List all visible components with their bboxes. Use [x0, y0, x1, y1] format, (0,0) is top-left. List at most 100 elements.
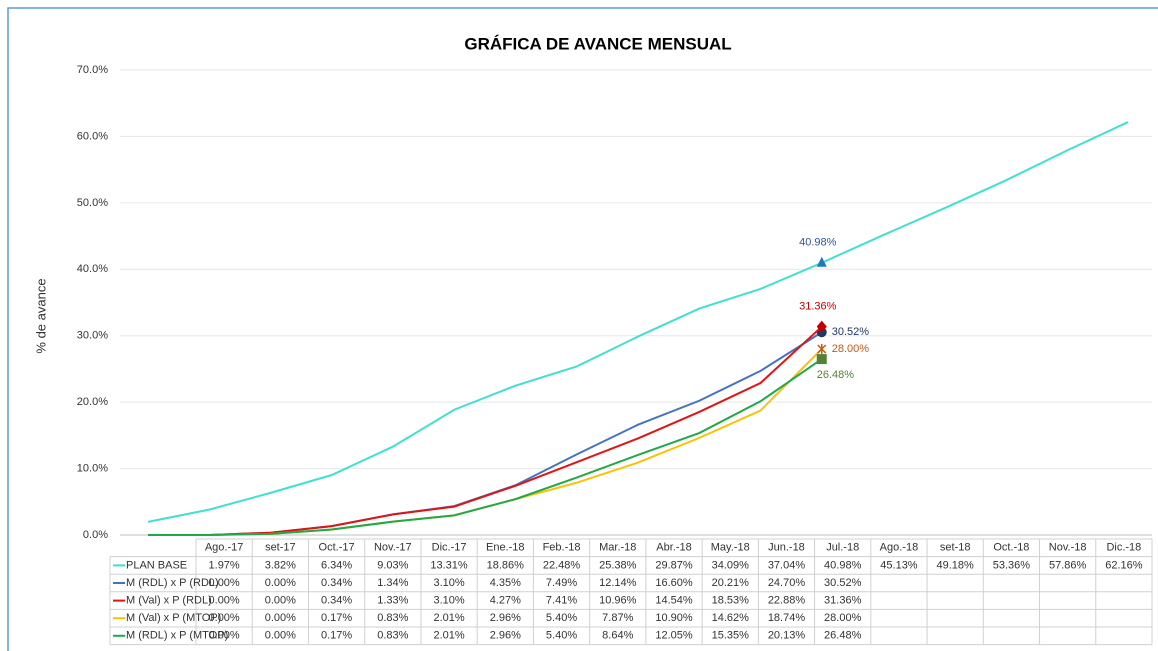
y-tick-label: 30.0% — [77, 330, 108, 342]
table-cell: 0.17% — [321, 630, 352, 642]
table-cell: 0.00% — [265, 595, 296, 607]
table-cell: 2.96% — [490, 612, 521, 624]
table-cell: 0.00% — [209, 595, 240, 607]
y-tick-label: 20.0% — [77, 396, 108, 408]
table-cell: 25.38% — [599, 559, 637, 571]
table-cell: 49.18% — [937, 559, 975, 571]
table-cell: 5.40% — [546, 630, 577, 642]
x-tick-label: set-18 — [940, 542, 971, 554]
table-cell: 9.03% — [377, 559, 408, 571]
table-cell: 7.87% — [602, 612, 633, 624]
legend-label: PLAN BASE — [126, 559, 187, 571]
series-line — [147, 121, 1129, 523]
table-cell: 2.96% — [490, 630, 521, 642]
y-tick-label: 60.0% — [77, 130, 108, 142]
marker — [817, 344, 827, 354]
x-tick-label: Ago.-18 — [880, 542, 919, 554]
table-cell: 34.09% — [712, 559, 750, 571]
legend-label: M (Val) x P (MTOP) — [126, 612, 221, 624]
table-cell: 62.16% — [1105, 559, 1143, 571]
table-cell: 18.53% — [712, 595, 750, 607]
x-tick-label: Ago.-17 — [205, 542, 244, 554]
table-cell: 18.86% — [487, 559, 525, 571]
table-cell: 20.13% — [768, 630, 806, 642]
table-cell: 4.27% — [490, 595, 521, 607]
y-axis-label: % de avance — [33, 278, 48, 353]
data-label: 28.00% — [832, 343, 870, 355]
x-tick-label: Dic.-18 — [1106, 542, 1141, 554]
x-tick-label: Jul.-18 — [826, 542, 859, 554]
data-label: 31.36% — [799, 301, 837, 313]
table-cell: 13.31% — [430, 559, 468, 571]
table-cell: 10.90% — [655, 612, 693, 624]
x-tick-label: set-17 — [265, 542, 296, 554]
table-cell: 0.00% — [209, 577, 240, 589]
table-cell: 2.01% — [433, 630, 464, 642]
x-tick-label: May.-18 — [711, 542, 750, 554]
table-cell: 1.97% — [209, 559, 240, 571]
table-cell: 0.83% — [377, 612, 408, 624]
y-tick-label: 50.0% — [77, 197, 108, 209]
table-cell: 0.00% — [265, 630, 296, 642]
x-tick-label: Feb.-18 — [543, 542, 581, 554]
marker — [816, 256, 827, 267]
table-cell: 1.34% — [377, 577, 408, 589]
y-tick-label: 0.0% — [83, 529, 108, 541]
table-cell: 20.21% — [712, 577, 750, 589]
data-label: 30.52% — [832, 326, 870, 338]
x-tick-label: Nov.-18 — [1049, 542, 1087, 554]
table-cell: 0.00% — [209, 630, 240, 642]
x-tick-label: Jun.-18 — [768, 542, 805, 554]
table-cell: 0.34% — [321, 595, 352, 607]
data-label: 40.98% — [799, 237, 837, 249]
data-label: 26.48% — [817, 369, 855, 381]
table-cell: 45.13% — [880, 559, 918, 571]
marker — [816, 320, 827, 333]
table-cell: 0.00% — [265, 577, 296, 589]
x-tick-label: Mar.-18 — [599, 542, 636, 554]
table-cell: 0.83% — [377, 630, 408, 642]
series-line — [148, 331, 823, 536]
table-cell: 31.36% — [824, 595, 862, 607]
table-cell: 53.36% — [993, 559, 1031, 571]
table-cell: 15.35% — [712, 630, 750, 642]
table-cell: 14.54% — [655, 595, 693, 607]
table-cell: 3.82% — [265, 559, 296, 571]
table-cell: 8.64% — [602, 630, 633, 642]
table-cell: 3.10% — [433, 595, 464, 607]
x-tick-label: Ene.-18 — [486, 542, 525, 554]
x-tick-label: Dic.-17 — [432, 542, 467, 554]
chart-frame — [7, 7, 1158, 651]
table-cell: 3.10% — [433, 577, 464, 589]
table-cell: 4.35% — [490, 577, 521, 589]
table-cell: 24.70% — [768, 577, 806, 589]
table-cell: 14.62% — [712, 612, 750, 624]
table-cell: 0.34% — [321, 577, 352, 589]
table-cell: 7.49% — [546, 577, 577, 589]
y-tick-label: 10.0% — [77, 462, 108, 474]
table-cell: 30.52% — [824, 577, 862, 589]
table-cell: 28.00% — [824, 612, 862, 624]
table-cell: 5.40% — [546, 612, 577, 624]
table-cell: 12.05% — [655, 630, 693, 642]
x-tick-label: Nov.-17 — [374, 542, 412, 554]
table-cell: 40.98% — [824, 559, 862, 571]
table-cell: 1.33% — [377, 595, 408, 607]
legend-label: M (RDL) x P (MTOP) — [126, 630, 228, 642]
series-line — [148, 325, 823, 536]
y-tick-label: 40.0% — [77, 263, 108, 275]
table-cell: 12.14% — [599, 577, 637, 589]
table-cell: 29.87% — [655, 559, 693, 571]
table-cell: 0.00% — [265, 612, 296, 624]
table-cell: 2.01% — [433, 612, 464, 624]
table-cell: 6.34% — [321, 559, 352, 571]
table-cell: 0.00% — [209, 612, 240, 624]
table-cell: 22.88% — [768, 595, 806, 607]
series-line — [148, 358, 823, 536]
table-cell: 18.74% — [768, 612, 806, 624]
chart-title: GRÁFICA DE AVANCE MENSUAL — [464, 34, 731, 53]
y-tick-label: 70.0% — [77, 64, 108, 76]
table-cell: 10.96% — [599, 595, 637, 607]
